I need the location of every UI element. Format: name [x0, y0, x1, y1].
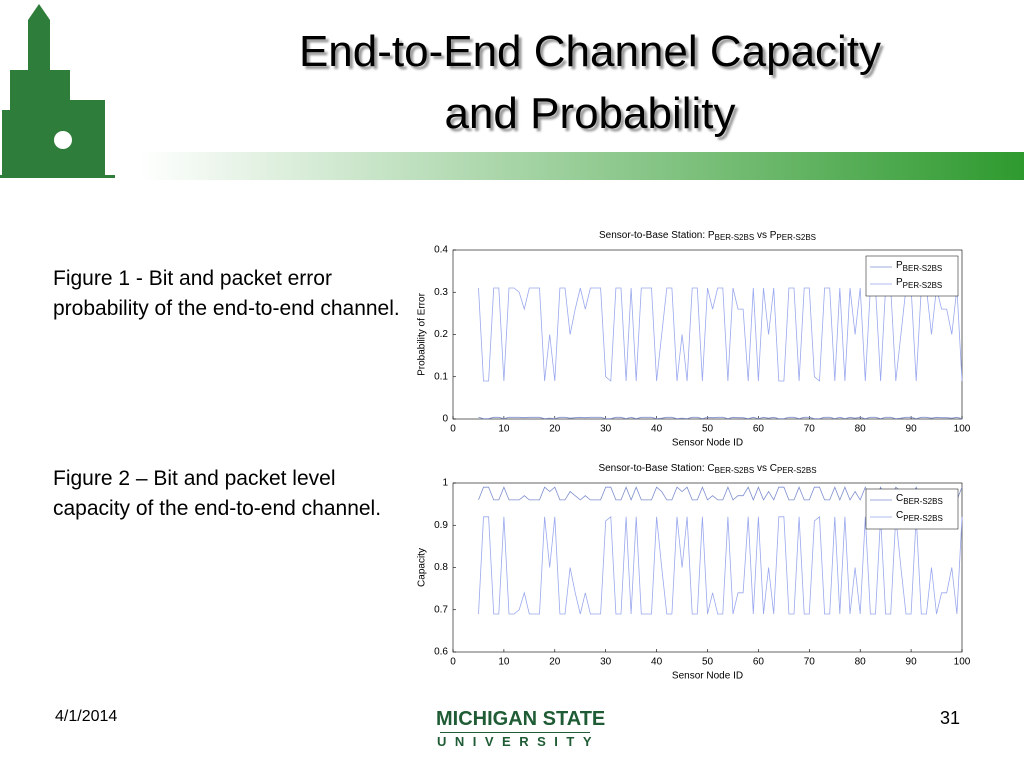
legend-box	[865, 255, 959, 297]
legend-text: C	[896, 493, 903, 504]
y-axis-label: Capacity	[417, 548, 428, 587]
data-line	[478, 287, 963, 382]
legend-label: PBER-S2BS	[896, 260, 942, 273]
y-tick-label: 0.7	[434, 604, 448, 615]
y-tick-label: 0.8	[434, 562, 448, 573]
x-tick-label: 10	[498, 424, 510, 435]
title-text: vs C	[754, 463, 777, 474]
x-tick-label: 0	[450, 424, 456, 435]
logo-text: MICHIGAN STATE	[436, 708, 606, 730]
legend-subscript: PER-S2BS	[903, 281, 943, 290]
legend-subscript: BER-S2BS	[903, 264, 943, 273]
legend-label: CBER-S2BS	[896, 493, 943, 506]
y-axis-label: Probability of Error	[417, 292, 428, 375]
x-axis-label: Sensor Node ID	[672, 671, 743, 682]
legend-subscript: BER-S2BS	[903, 497, 943, 506]
x-axis-label: Sensor Node ID	[672, 438, 743, 449]
y-tick-label: 0.4	[434, 245, 448, 256]
x-tick-label: 40	[651, 424, 663, 435]
legend-text: P	[896, 277, 903, 288]
x-tick-label: 30	[600, 657, 612, 668]
x-tick-label: 20	[549, 424, 561, 435]
date: 4/1/2014	[55, 708, 118, 725]
x-tick-label: 50	[702, 424, 714, 435]
title-subscript: BER-S2BS	[715, 466, 755, 475]
x-tick-label: 40	[651, 657, 663, 668]
logo-text: UNIVERSITY	[437, 734, 601, 749]
x-tick-label: 80	[855, 657, 867, 668]
x-tick-label: 60	[753, 657, 765, 668]
caption: Figure 2 – Bit and packet level capacity…	[53, 467, 382, 520]
legend-text: P	[896, 260, 903, 271]
data-line	[478, 416, 963, 420]
x-tick-label: 100	[954, 657, 971, 668]
legend-text: C	[896, 510, 903, 521]
y-tick-label: 0.9	[434, 520, 448, 531]
x-tick-label: 90	[906, 424, 918, 435]
x-tick-label: 0	[450, 657, 456, 668]
y-tick-label: 0.1	[434, 371, 448, 382]
x-tick-label: 80	[855, 424, 867, 435]
x-tick-label: 20	[549, 657, 561, 668]
x-tick-label: 30	[600, 424, 612, 435]
y-tick-label: 0.6	[434, 647, 448, 658]
data-line	[478, 515, 963, 615]
title-subscript: PER-S2BS	[777, 466, 817, 475]
chart-title: Sensor-to-Base Station: PBER-S2BS vs PPE…	[599, 230, 816, 242]
legend-label: CPER-S2BS	[896, 510, 943, 523]
logo-rule	[440, 732, 590, 733]
y-tick-label: 0.3	[434, 287, 448, 298]
legend-box	[865, 488, 959, 530]
y-tick-label: 0	[442, 414, 448, 425]
legend-subscript: PER-S2BS	[903, 514, 943, 523]
header-bar	[140, 152, 1024, 180]
slide-title: and Probability	[444, 89, 736, 138]
x-tick-label: 60	[753, 424, 765, 435]
chart: Sensor-to-Base Station: CBER-S2BS vs CPE…	[417, 463, 971, 682]
title-text: Sensor-to-Base Station: P	[599, 230, 715, 241]
title-text: vs P	[754, 230, 777, 241]
x-tick-label: 100	[954, 424, 971, 435]
x-tick-label: 70	[804, 424, 816, 435]
slide-title: End-to-End Channel Capacity	[298, 27, 882, 76]
x-tick-label: 90	[906, 657, 918, 668]
x-tick-label: 50	[702, 657, 714, 668]
caption: Figure 1 - Bit and packet error probabil…	[53, 267, 400, 320]
title-subscript: PER-S2BS	[776, 233, 816, 242]
y-tick-label: 0.2	[434, 329, 448, 340]
chart-title: Sensor-to-Base Station: CBER-S2BS vs CPE…	[598, 463, 816, 475]
header-graphics	[0, 4, 1024, 180]
page-number: 31	[940, 708, 961, 728]
chart: Sensor-to-Base Station: PBER-S2BS vs PPE…	[417, 230, 971, 449]
tower-logo	[0, 4, 115, 178]
x-tick-label: 70	[804, 657, 816, 668]
x-tick-label: 10	[498, 657, 510, 668]
title-text: Sensor-to-Base Station: C	[598, 463, 714, 474]
title-subscript: BER-S2BS	[715, 233, 755, 242]
y-tick-label: 1	[442, 478, 448, 489]
legend-label: PPER-S2BS	[896, 277, 942, 290]
